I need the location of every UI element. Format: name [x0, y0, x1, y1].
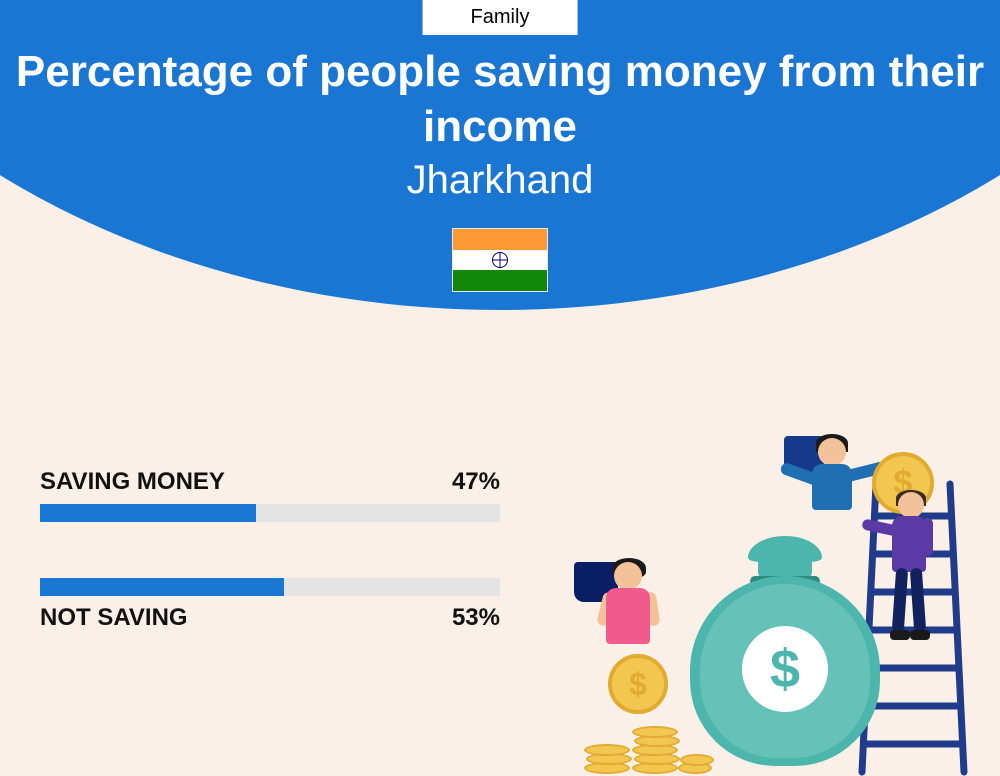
- page-subtitle: Jharkhand: [0, 158, 1000, 203]
- bar-track: [40, 578, 500, 596]
- bar-track: [40, 504, 500, 522]
- bar-labels: NOT SAVING 53%: [40, 604, 500, 632]
- bar-row-saving: SAVING MONEY 47%: [40, 468, 500, 522]
- bar-fill: [40, 504, 256, 522]
- person-ladder-icon: [872, 492, 962, 692]
- flag-stripe-white: [453, 250, 547, 271]
- person-top-icon: [784, 436, 884, 556]
- bar-fill: [40, 578, 284, 596]
- bar-row-not-saving: NOT SAVING 53%: [40, 578, 500, 632]
- india-flag-icon: [452, 228, 548, 292]
- page-title: Percentage of people saving money from t…: [0, 44, 1000, 154]
- category-badge: Family: [423, 0, 578, 35]
- coin-stack-icon: [584, 694, 704, 774]
- savings-illustration: $ $ $: [580, 436, 980, 776]
- bar-label: SAVING MONEY: [40, 468, 225, 496]
- bar-value: 53%: [452, 604, 500, 632]
- flag-stripe-green: [453, 270, 547, 291]
- bar-labels: SAVING MONEY 47%: [40, 468, 500, 496]
- ashoka-chakra-icon: [492, 252, 508, 268]
- bar-value: 47%: [452, 468, 500, 496]
- infographic-page: Family Percentage of people saving money…: [0, 0, 1000, 776]
- money-bag-icon: $: [690, 536, 880, 766]
- dollar-sign-icon: $: [742, 626, 828, 712]
- flag-stripe-saffron: [453, 229, 547, 250]
- bar-label: NOT SAVING: [40, 604, 188, 632]
- bar-chart: SAVING MONEY 47% NOT SAVING 53%: [40, 468, 500, 688]
